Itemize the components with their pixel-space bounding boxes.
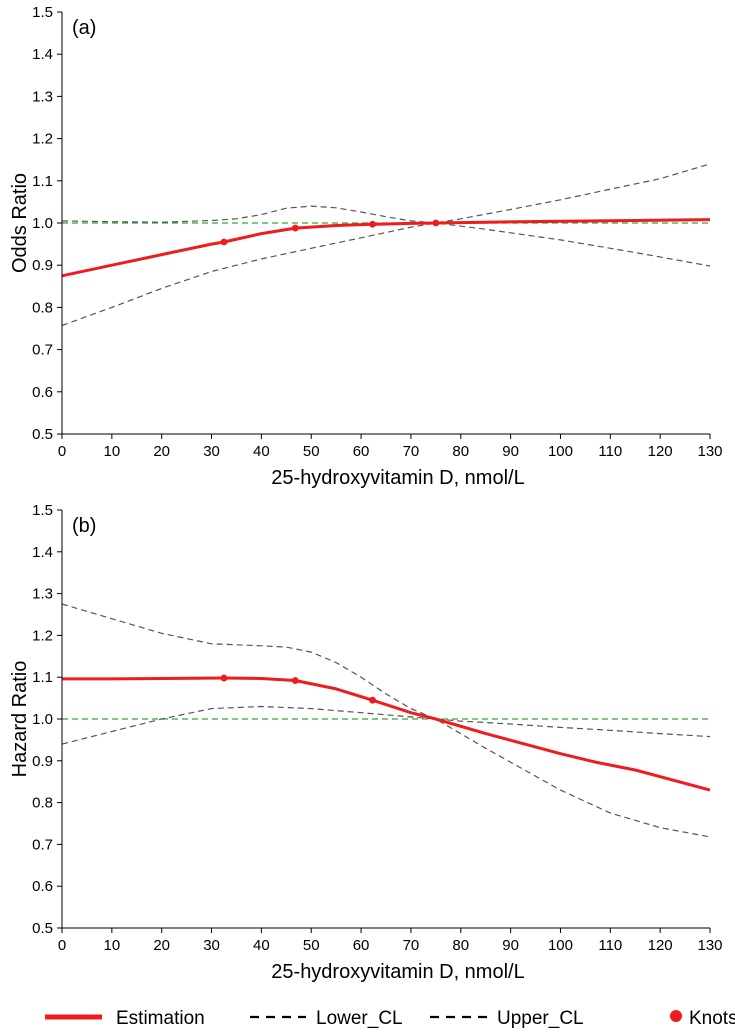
confidence-layer <box>61 603 711 838</box>
series-line-lower-cl <box>61 705 711 745</box>
estimation-layer <box>62 676 711 792</box>
legend-lower-cl-label: Lower_CL <box>316 1008 403 1029</box>
knots-layer <box>220 219 440 246</box>
x-tick-label: 120 <box>648 937 673 954</box>
x-tick-label: 110 <box>598 937 622 954</box>
panel-label: (b) <box>72 515 96 537</box>
y-tick-label: 0.6 <box>32 384 53 401</box>
y-tick-label: 1.3 <box>32 88 53 105</box>
series-line-estimation <box>62 676 711 792</box>
legend-knots-marker <box>670 1010 682 1022</box>
x-tick-label: 10 <box>104 937 121 954</box>
knot-point <box>369 220 376 228</box>
y-tick-label: 1.1 <box>32 669 53 686</box>
x-tick-label: 70 <box>403 443 420 460</box>
y-tick-label: 1.0 <box>32 711 53 728</box>
x-tick-label: 60 <box>353 443 370 460</box>
y-tick-label: 1.5 <box>32 4 53 21</box>
x-axis-label: 25-hydroxyvitamin D, nmol/L <box>271 467 524 489</box>
panel-a-odds-ratio: 0 10 20 30 40 50 60 70 80 90 100 110 120 130 0.5 0.6 0.7… <box>9 4 723 489</box>
axes-layer: 0 10 20 30 40 50 60 70 80 90 100 110 120 130 0.5 0.6 0.7… <box>32 4 722 460</box>
knot-point <box>291 677 299 684</box>
y-tick-label: 0.6 <box>32 878 53 895</box>
y-tick-label: 1.0 <box>32 215 53 232</box>
knot-point <box>291 224 299 232</box>
y-tick-label: 1.2 <box>32 627 53 644</box>
x-tick-label: 90 <box>502 937 519 954</box>
y-tick-label: 0.9 <box>32 753 53 770</box>
x-tick-label: 40 <box>253 937 270 954</box>
confidence-layer <box>61 163 711 327</box>
axes-layer: 0 10 20 30 40 50 60 70 80 90 100 110 120 130 0.5 0.6 0.7… <box>32 502 722 954</box>
x-tick-label: 0 <box>58 937 66 954</box>
x-tick-label: 130 <box>697 937 722 954</box>
x-tick-label: 120 <box>648 443 673 460</box>
x-tick-label: 30 <box>203 937 220 954</box>
y-axis-label: Odds Ratio <box>9 173 31 273</box>
y-tick-label: 1.1 <box>32 173 53 190</box>
series-line-upper-cl <box>61 205 711 267</box>
y-tick-label: 0.5 <box>32 920 53 937</box>
x-tick-label: 20 <box>153 937 170 954</box>
x-axis-label: 25-hydroxyvitamin D, nmol/L <box>271 961 524 983</box>
legend-knots-label: Knots <box>689 1008 735 1029</box>
y-tick-label: 0.8 <box>32 299 53 316</box>
x-tick-label: 10 <box>104 443 121 460</box>
legend-estimation-label: Estimation <box>116 1008 205 1029</box>
y-tick-label: 1.5 <box>32 502 53 519</box>
x-tick-label: 30 <box>203 443 220 460</box>
knot-point <box>220 674 228 682</box>
estimation-layer <box>61 218 711 278</box>
x-tick-label: 40 <box>253 443 270 460</box>
panel-b-hazard-ratio: 0 10 20 30 40 50 60 70 80 90 100 110 120 130 0.5 0.6 0.7… <box>9 502 723 983</box>
x-tick-label: 50 <box>303 443 320 460</box>
panel-label: (a) <box>72 17 96 39</box>
x-tick-label: 100 <box>548 443 573 460</box>
x-tick-label: 60 <box>353 937 370 954</box>
y-tick-label: 0.7 <box>32 342 53 359</box>
y-tick-label: 1.4 <box>32 544 53 561</box>
y-tick-label: 0.5 <box>32 426 53 443</box>
series-line-upper-cl <box>61 603 711 838</box>
y-tick-label: 1.2 <box>32 131 53 148</box>
series-line-lower-cl <box>61 163 711 327</box>
x-tick-label: 90 <box>502 443 519 460</box>
x-tick-label: 130 <box>697 443 722 460</box>
knot-point <box>220 238 228 246</box>
series-line-estimation <box>61 218 711 278</box>
knot-point <box>432 219 440 227</box>
y-tick-label: 0.7 <box>32 836 53 853</box>
x-tick-label: 20 <box>153 443 170 460</box>
x-tick-label: 110 <box>598 443 622 460</box>
x-tick-label: 80 <box>452 937 469 954</box>
y-tick-label: 0.8 <box>32 795 53 812</box>
x-tick-label: 70 <box>403 937 420 954</box>
knots-layer <box>220 674 376 704</box>
x-tick-label: 80 <box>452 443 469 460</box>
y-axis-label: Hazard Ratio <box>9 661 31 778</box>
legend: Estimation Lower_CL Upper_CL Knots <box>45 1008 735 1029</box>
x-tick-label: 0 <box>58 443 66 460</box>
y-tick-label: 1.4 <box>32 46 53 63</box>
legend-upper-cl-label: Upper_CL <box>497 1008 584 1029</box>
y-tick-label: 0.9 <box>32 257 53 274</box>
x-tick-label: 50 <box>303 937 320 954</box>
x-tick-label: 100 <box>548 937 573 954</box>
y-tick-label: 1.3 <box>32 586 53 603</box>
knot-point <box>369 696 376 704</box>
